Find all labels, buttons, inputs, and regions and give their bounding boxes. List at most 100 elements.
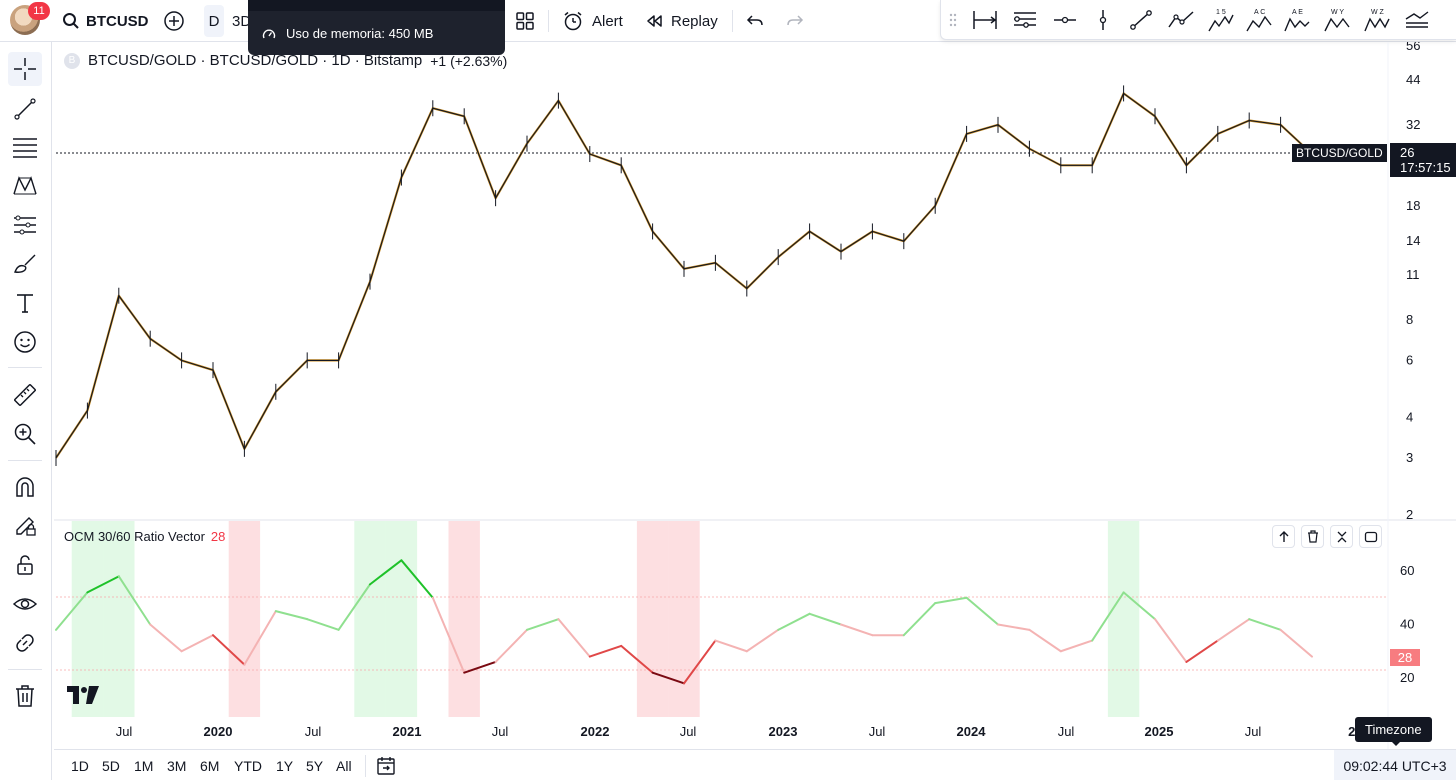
high-zone-band (354, 521, 386, 717)
symbol-price-tag: BTCUSD/GOLD (1292, 144, 1387, 162)
lock-drawings-icon[interactable] (8, 509, 42, 543)
range-3m-button[interactable]: 3M (167, 757, 187, 774)
symbol-search-button[interactable]: BTCUSD (62, 0, 149, 42)
prediction-icon[interactable] (8, 208, 42, 242)
toolbar-divider (365, 755, 366, 777)
range-all-button[interactable]: All (336, 757, 352, 774)
time-axis-label: Jul (1058, 724, 1075, 739)
indicator-segment (965, 596, 999, 626)
indicator-segment (400, 559, 434, 599)
text-icon[interactable] (8, 286, 42, 320)
bar-countdown: 17:57:15 (1400, 160, 1451, 175)
emoji-icon[interactable] (8, 325, 42, 359)
high-zone-band (1107, 521, 1140, 717)
delete-pane-button[interactable] (1301, 525, 1324, 548)
elliott-correction-icon[interactable]: A C (1243, 4, 1275, 36)
drawing-toolbar: 1 5 A C A E W Y W Z (940, 0, 1456, 40)
indicator-segment (1279, 628, 1313, 658)
goto-date-button[interactable] (376, 750, 398, 780)
alert-button[interactable]: Alert (562, 0, 623, 42)
range-5d-button[interactable]: 5D (102, 757, 120, 774)
indicator-name: OCM 30/60 Ratio Vector (64, 529, 205, 544)
trend-line-icon[interactable] (1125, 4, 1157, 36)
zoom-in-icon[interactable] (8, 417, 42, 451)
collapse-icon (1337, 531, 1346, 542)
indicator-value: 28 (210, 529, 226, 544)
alarm-clock-icon (564, 11, 582, 31)
indicator-segment (934, 596, 968, 605)
range-ytd-button[interactable]: YTD (234, 757, 262, 774)
redo-button[interactable] (786, 0, 804, 42)
indicator-legend[interactable]: OCM 30/60 Ratio Vector 28 (64, 529, 225, 544)
compare-symbol-button[interactable] (163, 0, 185, 42)
fib-icon[interactable] (8, 130, 42, 164)
elliott-impulse-icon[interactable]: 1 5 (1205, 4, 1237, 36)
range-6m-button[interactable]: 6M (200, 757, 220, 774)
layout-button[interactable] (515, 0, 535, 42)
chart-legend[interactable]: B BTCUSD/GOLD · BTCUSD/GOLD · 1D · Bitst… (64, 52, 507, 69)
low-zone-band (668, 521, 700, 717)
trash-icon (1307, 530, 1318, 543)
low-zone-band (448, 521, 480, 717)
range-1d-button[interactable]: 1D (71, 757, 89, 774)
range-1y-button[interactable]: 1Y (276, 757, 294, 774)
maximize-icon (1364, 531, 1377, 542)
link-icon[interactable] (8, 626, 42, 660)
range-1m-button[interactable]: 1M (134, 757, 154, 774)
indicator-segment (840, 623, 874, 637)
fib-retracement-icon[interactable] (1009, 4, 1041, 36)
interval-button[interactable]: D (204, 5, 224, 37)
alert-label: Alert (592, 12, 623, 30)
polyline-icon[interactable] (1165, 4, 1197, 36)
indicator-segment (997, 623, 1031, 631)
drag-handle-icon[interactable] (941, 4, 965, 36)
indicator-segment (1059, 639, 1094, 653)
more-tools-icon[interactable] (1401, 4, 1433, 36)
elliott-triangle-icon[interactable]: A E (1281, 4, 1313, 36)
range-5y-button[interactable]: 5Y (306, 757, 324, 774)
memory-usage-text: Uso de memoria: 450 MB (286, 26, 434, 41)
indicator-segment (463, 660, 497, 674)
interval-3d-button[interactable]: 3D (232, 12, 252, 30)
indicator-segment (777, 612, 811, 631)
pattern-icon[interactable] (8, 169, 42, 203)
magnet-icon[interactable] (8, 470, 42, 504)
eye-icon[interactable] (8, 587, 42, 621)
horizontal-ray-icon[interactable] (1049, 4, 1081, 36)
time-axis-label: Jul (492, 724, 509, 739)
price-axis-label: 8 (1406, 312, 1413, 327)
price-axis-label: 2 (1406, 507, 1413, 522)
brush-icon[interactable] (8, 247, 42, 281)
unlock-icon[interactable] (8, 548, 42, 582)
time-axis-label: 2023 (769, 724, 798, 739)
elliott-triple-combo-icon[interactable]: W Z (1361, 4, 1393, 36)
toolbar-divider (8, 669, 42, 670)
price-axis-label: 6 (1406, 352, 1413, 367)
elliott-double-combo-icon[interactable]: W Y (1321, 4, 1353, 36)
ruler-icon[interactable] (8, 378, 42, 412)
trend-line-icon[interactable] (8, 92, 42, 126)
crosshair-icon[interactable] (8, 52, 42, 86)
indicator-segment (1216, 618, 1251, 642)
collapse-pane-button[interactable] (1330, 525, 1353, 548)
trash-icon[interactable] (8, 679, 42, 713)
grid-layout-icon (516, 12, 534, 30)
undo-button[interactable] (746, 0, 764, 42)
time-axis-label: 2020 (204, 724, 233, 739)
date-price-range-icon[interactable] (969, 4, 1001, 36)
time-axis-label: 2024 (957, 724, 987, 739)
vertical-line-icon[interactable] (1087, 4, 1119, 36)
price-axis-label: 18 (1406, 198, 1420, 213)
bottom-toolbar: 1D 5D 1M 3M 6M YTD 1Y 5Y All 09:02:44 UT… (54, 749, 1456, 780)
indicator-segment (620, 644, 654, 674)
indicator-segment (1028, 628, 1062, 653)
time-axis-label: Jul (1245, 724, 1262, 739)
move-pane-up-button[interactable] (1272, 525, 1295, 548)
time-axis-label: 2021 (393, 724, 422, 739)
exchange-badge: B (64, 52, 80, 69)
tradingview-logo[interactable] (67, 686, 99, 704)
replay-button[interactable]: Replay (645, 0, 718, 42)
maximize-pane-button[interactable] (1359, 525, 1382, 548)
clock-timezone[interactable]: 09:02:44 UTC+3 (1334, 750, 1456, 780)
